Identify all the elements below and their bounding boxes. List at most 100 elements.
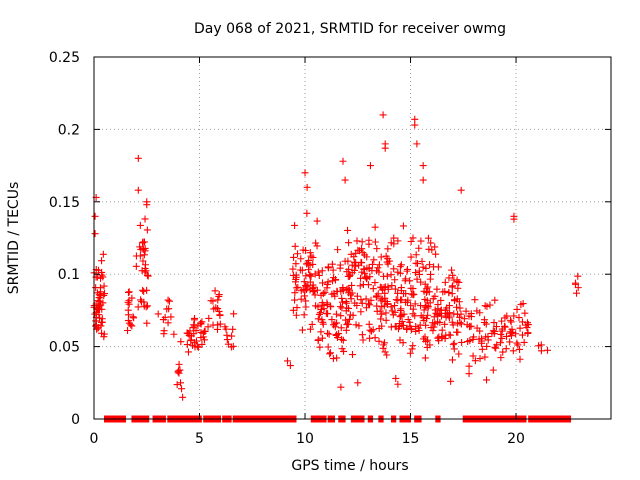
- data-point: [163, 305, 171, 313]
- data-point: [371, 223, 379, 231]
- data-point: [137, 296, 145, 304]
- data-point: [95, 294, 103, 302]
- data-point: [357, 258, 365, 266]
- data-point: [344, 257, 352, 265]
- data-point: [345, 265, 353, 273]
- data-point: [337, 312, 345, 320]
- data-point: [331, 323, 339, 331]
- data-point: [130, 314, 138, 322]
- data-point: [136, 221, 144, 229]
- data-point: [339, 284, 347, 292]
- data-point: [437, 296, 445, 304]
- data-point: [314, 303, 322, 311]
- data-point: [573, 289, 581, 297]
- data-point: [416, 302, 424, 310]
- data-point: [571, 279, 579, 287]
- data-point: [301, 169, 309, 177]
- data-point: [373, 245, 381, 253]
- data-point: [216, 311, 224, 319]
- data-point: [458, 338, 466, 346]
- data-point: [489, 366, 497, 374]
- data-point: [326, 350, 334, 358]
- data-point: [301, 292, 309, 300]
- data-point: [427, 239, 435, 247]
- data-point: [499, 348, 507, 356]
- data-point: [509, 347, 517, 355]
- data-point: [426, 261, 434, 269]
- data-point: [365, 236, 373, 244]
- data-point: [399, 222, 407, 230]
- data-point: [456, 304, 464, 312]
- data-point: [98, 318, 106, 326]
- data-point: [100, 333, 108, 341]
- data-point: [373, 292, 381, 300]
- data-point: [515, 314, 523, 322]
- data-point: [99, 250, 107, 258]
- data-point: [450, 310, 458, 318]
- data-point: [143, 226, 151, 234]
- data-point: [223, 331, 231, 339]
- data-point: [174, 368, 182, 376]
- data-point: [160, 327, 168, 335]
- data-point: [412, 269, 420, 277]
- data-point: [411, 121, 419, 129]
- data-point: [134, 154, 142, 162]
- data-point: [318, 267, 326, 275]
- data-point: [537, 341, 545, 349]
- data-point: [366, 162, 374, 170]
- data-point: [406, 277, 414, 285]
- data-point: [215, 292, 223, 300]
- data-point: [391, 276, 399, 284]
- data-point: [293, 304, 301, 312]
- data-point: [324, 310, 332, 318]
- data-point: [164, 296, 172, 304]
- data-point: [516, 345, 524, 353]
- data-point: [471, 296, 479, 304]
- data-point: [99, 299, 107, 307]
- data-point: [409, 342, 417, 350]
- data-point: [347, 295, 355, 303]
- data-point: [502, 332, 510, 340]
- data-point: [332, 331, 340, 339]
- data-point: [413, 140, 421, 148]
- data-point: [299, 246, 307, 254]
- data-point: [483, 342, 491, 350]
- data-point: [381, 289, 389, 297]
- data-point: [303, 183, 311, 191]
- data-point: [308, 320, 316, 328]
- data-point: [502, 345, 510, 353]
- data-point: [128, 294, 136, 302]
- data-point: [510, 312, 518, 320]
- data-point: [95, 305, 103, 313]
- data-point: [484, 336, 492, 344]
- data-point: [369, 285, 377, 293]
- data-point: [429, 327, 437, 335]
- data-point: [379, 111, 387, 119]
- data-point: [154, 310, 162, 318]
- data-point: [331, 276, 339, 284]
- data-point: [418, 257, 426, 265]
- data-point: [366, 273, 374, 281]
- data-point: [471, 357, 479, 365]
- data-point: [375, 337, 383, 345]
- data-point: [398, 311, 406, 319]
- data-point: [141, 268, 149, 276]
- data-point: [381, 144, 389, 152]
- data-point: [300, 278, 308, 286]
- data-point: [306, 325, 314, 333]
- data-point: [394, 237, 402, 245]
- data-point: [339, 157, 347, 165]
- data-point: [383, 258, 391, 266]
- data-series: [90, 111, 582, 401]
- data-point: [391, 285, 399, 293]
- data-point: [497, 330, 505, 338]
- data-point: [348, 351, 356, 359]
- data-point: [132, 262, 140, 270]
- data-point: [198, 340, 206, 348]
- data-point: [348, 281, 356, 289]
- data-point: [454, 328, 462, 336]
- data-point: [363, 253, 371, 261]
- data-point: [491, 296, 499, 304]
- data-point: [377, 315, 385, 323]
- data-point: [328, 260, 336, 268]
